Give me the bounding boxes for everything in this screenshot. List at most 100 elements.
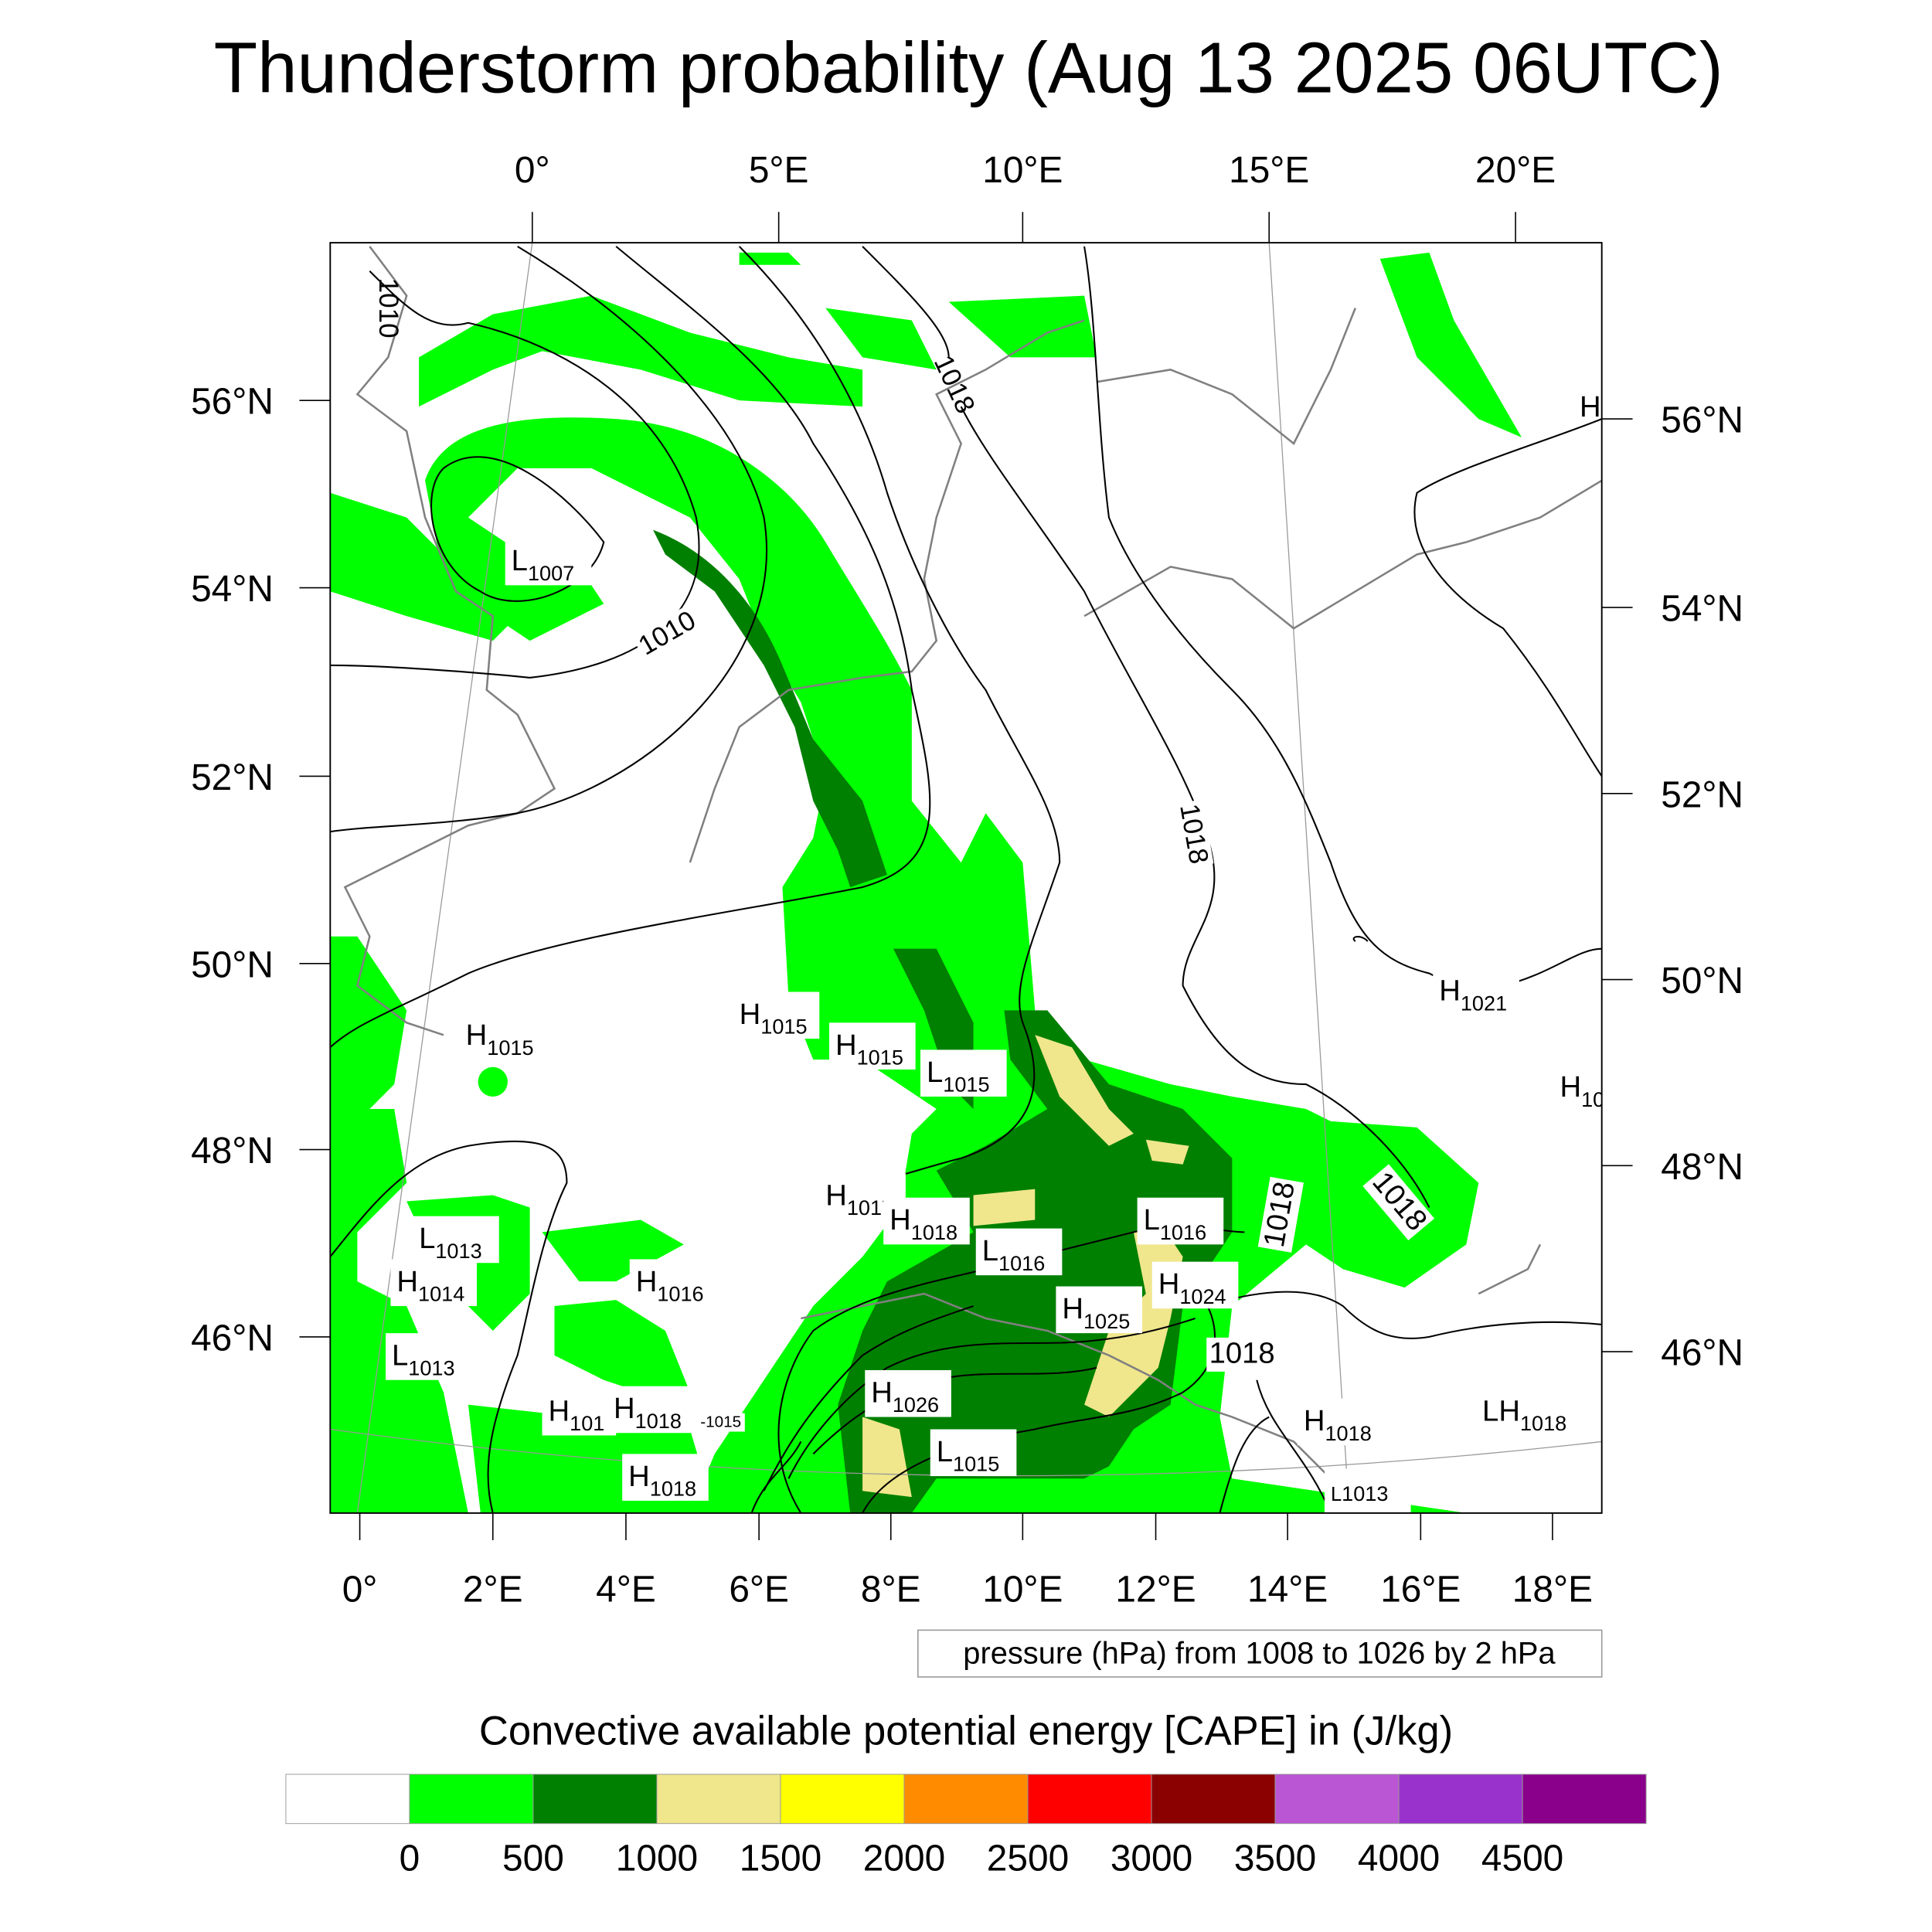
pressure-center-value: 1018 <box>911 1220 957 1244</box>
top-lon-label: 0° <box>515 150 550 191</box>
pressure-center-value: 1025 <box>1083 1309 1130 1333</box>
pressure-center-high: H10 <box>1560 1070 1604 1111</box>
pressure-center-low: L1016 <box>1137 1197 1224 1245</box>
pressure-center-high: H1018 <box>607 1386 694 1434</box>
colorbar-swatch <box>532 1774 658 1825</box>
pressure-center-type: H <box>466 1019 488 1052</box>
svg-text:H1018: H1018 <box>614 1392 682 1433</box>
bottom-lon-label: 2°E <box>463 1570 523 1611</box>
pressure-center-value: 1014 <box>418 1282 464 1306</box>
pressure-center-low: L1013 <box>413 1216 499 1264</box>
pressure-center-type: H <box>1158 1267 1180 1301</box>
colorbar-swatch <box>656 1774 781 1825</box>
svg-text:L1007: L1007 <box>512 544 575 585</box>
pressure-center-type: L <box>1144 1203 1160 1236</box>
svg-text:H101: H101 <box>549 1394 605 1435</box>
pressure-center-type: H <box>614 1392 635 1425</box>
svg-text:L1016: L1016 <box>1144 1203 1207 1244</box>
pressure-center-value: 1018 <box>1325 1421 1371 1445</box>
colorbar-swatch <box>1151 1774 1276 1825</box>
svg-text:H1021: H1021 <box>1439 975 1507 1015</box>
svg-text:H1026: H1026 <box>871 1376 939 1417</box>
pressure-center-type: H <box>636 1265 658 1298</box>
pressure-center-type: H <box>1580 390 1601 423</box>
right-lat-label: 46°N <box>1661 1333 1743 1374</box>
top-lon-label: 20°E <box>1475 150 1556 191</box>
left-lat-label: 48°N <box>191 1131 274 1172</box>
pressure-center-value: 1015 <box>953 1452 999 1476</box>
bottom-lon-label: 0° <box>342 1570 378 1611</box>
right-lat-label: 52°N <box>1661 774 1743 815</box>
isobar-value: 1010 <box>373 278 403 338</box>
pressure-center-value: 1016 <box>657 1282 703 1306</box>
pressure-center-high: H1015 <box>829 1022 916 1070</box>
svg-text:H: H <box>1580 390 1601 423</box>
pressure-center-value: 1013 <box>435 1239 481 1263</box>
pressure-center-low: L1015 <box>930 1429 1017 1477</box>
left-latitude-axis: 56°N 54°N 52°N 50°N 48°N 46°N <box>191 382 331 1359</box>
isobar-label: -1015 <box>696 1413 745 1432</box>
pressure-center-high: H1026 <box>865 1369 951 1417</box>
svg-text:L1016: L1016 <box>982 1234 1046 1275</box>
pressure-center-high: H <box>1580 390 1601 423</box>
pressure-center-type: H <box>835 1029 857 1062</box>
pressure-center-low: L1013 <box>386 1333 472 1380</box>
colorbar-label: 1000 <box>616 1838 698 1879</box>
colorbar-label: 2500 <box>987 1838 1069 1879</box>
pressure-center-type: H <box>1439 975 1461 1008</box>
colorbar-swatch <box>1398 1774 1523 1825</box>
right-lat-label: 50°N <box>1661 961 1743 1002</box>
pressure-center-high: H1016 <box>629 1259 716 1307</box>
svg-text:H1015: H1015 <box>740 998 808 1039</box>
pressure-center-high: H1015 <box>733 992 820 1039</box>
bottom-lon-label: 12°E <box>1115 1570 1196 1611</box>
right-lat-label: 56°N <box>1661 400 1743 441</box>
pressure-center-high: H1018 <box>1297 1398 1384 1446</box>
pressure-center-type: H <box>1304 1404 1325 1437</box>
left-lat-label: 56°N <box>191 382 274 423</box>
colorbar-swatch <box>1027 1774 1152 1825</box>
coastlines <box>343 246 1602 1513</box>
colorbar-swatch <box>903 1774 1029 1825</box>
colorbar-label: 3000 <box>1111 1838 1192 1879</box>
pressure-center-type: L <box>927 1056 943 1089</box>
pressure-center-high: H1021 <box>1433 968 1519 1015</box>
pressure-info-box: pressure (hPa) from 1008 to 1026 by 2 hP… <box>917 1629 1603 1678</box>
pressure-center-type: H <box>549 1394 570 1427</box>
colorbar-label: 0 <box>400 1838 420 1879</box>
pressure-center-high: H1018 <box>622 1454 709 1501</box>
svg-text:H10: H10 <box>1560 1070 1604 1111</box>
pressure-center-type: L <box>982 1234 998 1267</box>
isobar-label: 1018 <box>1172 799 1214 869</box>
bottom-lon-label: 16°E <box>1380 1570 1461 1611</box>
top-lon-label: 5°E <box>749 150 809 191</box>
svg-text:H1016: H1016 <box>636 1265 704 1306</box>
pressure-center-low: L1016 <box>975 1228 1063 1276</box>
svg-text:H1025: H1025 <box>1062 1292 1130 1333</box>
pressure-info-text: pressure (hPa) from 1008 to 1026 by 2 hP… <box>963 1636 1556 1670</box>
svg-text:H1015: H1015 <box>466 1019 534 1060</box>
bottom-lon-label: 4°E <box>596 1570 656 1611</box>
svg-text:L1013: L1013 <box>1331 1481 1388 1505</box>
pressure-center-value: 1026 <box>893 1393 939 1417</box>
isobar-value: -1015 <box>700 1413 741 1430</box>
pressure-center-value: 1016 <box>998 1251 1045 1275</box>
svg-text:H1018: H1018 <box>889 1203 957 1244</box>
svg-text:L1013: L1013 <box>392 1339 455 1380</box>
bottom-lon-label: 18°E <box>1512 1570 1593 1611</box>
svg-text:L1013: L1013 <box>419 1222 482 1263</box>
pressure-center-type: L <box>937 1435 953 1468</box>
isobar-value: 1018 <box>1209 1336 1275 1369</box>
colorbar-label: 1500 <box>740 1838 821 1879</box>
left-lat-label: 52°N <box>191 757 274 798</box>
colorbar-swatch <box>780 1774 905 1825</box>
pressure-center-type: H <box>628 1460 650 1493</box>
pressure-center-value: 1018 <box>650 1477 696 1501</box>
pressure-center-value: 101 <box>570 1411 604 1435</box>
right-latitude-axis: 56°N 54°N 52°N 50°N 48°N 46°N <box>1601 400 1743 1374</box>
right-lat-label: 54°N <box>1661 589 1743 630</box>
isobars <box>330 245 1602 1513</box>
left-lat-label: 46°N <box>191 1318 274 1359</box>
pressure-center-high: H101 <box>542 1388 617 1436</box>
